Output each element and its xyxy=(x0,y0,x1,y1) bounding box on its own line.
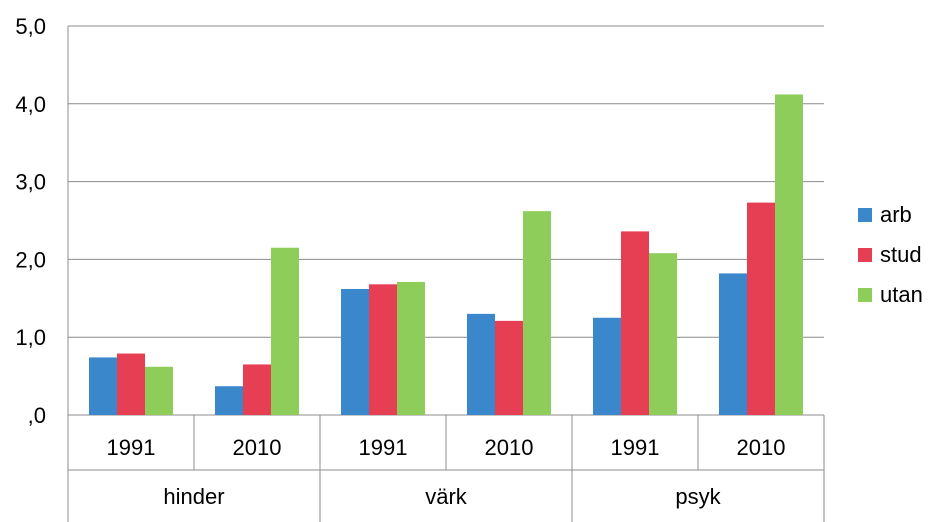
bar-utan xyxy=(145,366,173,415)
legend-label-stud: stud xyxy=(880,242,922,267)
bar-arb xyxy=(89,357,117,415)
group-label: värk xyxy=(425,484,468,509)
legend-label-arb: arb xyxy=(880,202,912,227)
bar-utan xyxy=(397,281,425,415)
x-tick-label: 1991 xyxy=(107,435,156,460)
bar-stud xyxy=(747,202,775,415)
bar-utan xyxy=(649,253,677,415)
legend-label-utan: utan xyxy=(880,282,923,307)
bar-stud xyxy=(117,353,145,415)
y-tick-label: 4,0 xyxy=(15,92,46,117)
bar-arb xyxy=(341,288,369,415)
legend-swatch-arb xyxy=(858,208,872,222)
y-tick-label: 5,0 xyxy=(15,14,46,39)
group-label: psyk xyxy=(675,484,721,509)
bar-utan xyxy=(271,247,299,415)
x-tick-label: 2010 xyxy=(233,435,282,460)
y-tick-label: ,0 xyxy=(28,403,46,428)
bar-utan xyxy=(523,211,551,415)
x-tick-label: 2010 xyxy=(737,435,786,460)
bar-stud xyxy=(495,320,523,415)
x-tick-label: 1991 xyxy=(359,435,408,460)
bar-arb xyxy=(215,386,243,415)
bar-arb xyxy=(593,317,621,415)
x-tick-label: 1991 xyxy=(611,435,660,460)
bar-utan xyxy=(775,94,803,416)
bar-stud xyxy=(243,364,271,415)
bar-stud xyxy=(369,284,397,415)
legend-swatch-stud xyxy=(858,248,872,262)
y-tick-label: 2,0 xyxy=(15,247,46,272)
legend-swatch-utan xyxy=(858,288,872,302)
x-tick-label: 2010 xyxy=(485,435,534,460)
y-tick-label: 3,0 xyxy=(15,170,46,195)
bar-arb xyxy=(719,273,747,415)
group-label: hinder xyxy=(163,484,224,509)
y-tick-label: 1,0 xyxy=(15,325,46,350)
bar-arb xyxy=(467,313,495,415)
bar-stud xyxy=(621,231,649,415)
